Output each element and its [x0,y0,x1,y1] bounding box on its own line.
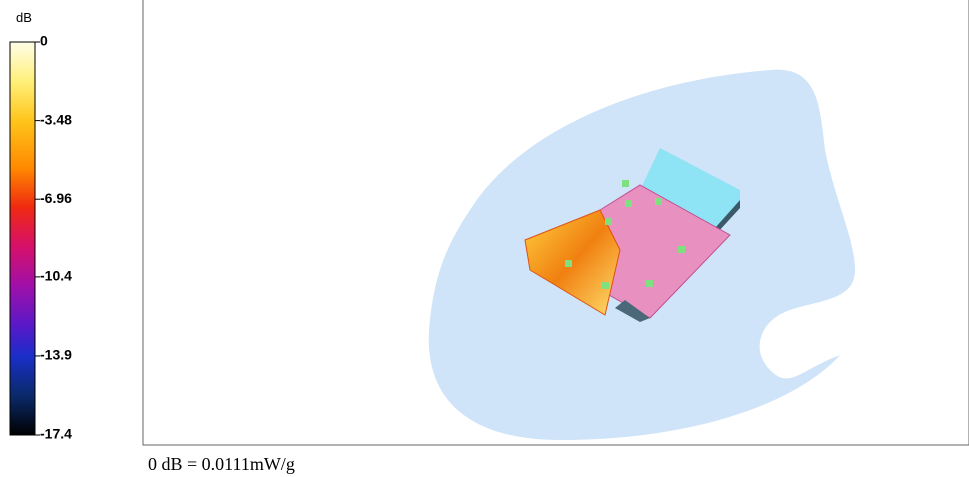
colorbar [9,41,36,436]
colorbar-unit: dB [16,10,32,25]
tick-label: 0 [40,33,48,49]
footer-note: 0 dB = 0.0111mW/g [148,454,295,474]
tick-label: -13.9 [40,347,72,363]
probe-points [565,180,685,289]
tick-label: -3.48 [40,111,72,127]
tick-label: -6.96 [40,190,72,206]
block-edge [615,300,650,322]
tick-label: -10.4 [40,268,72,284]
device-side [715,200,740,232]
device [640,148,740,228]
zoom-scan [524,209,621,316]
tick-label: -17.4 [40,426,72,442]
